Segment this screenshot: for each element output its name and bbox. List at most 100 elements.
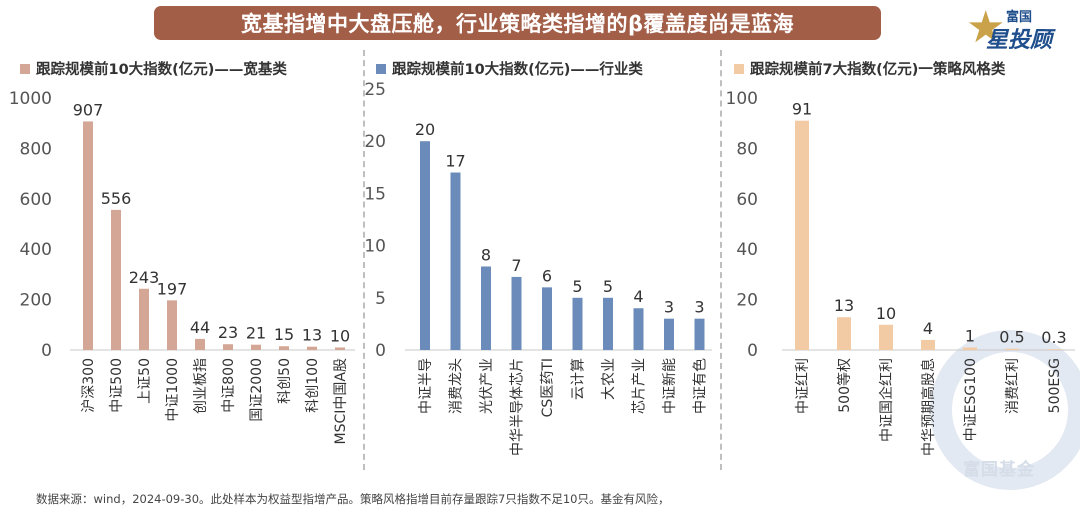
broad-category-label: 上证50: [137, 358, 153, 404]
panel-title-broad-text: 跟踪规模前10大指数(亿元)——宽基类: [36, 62, 287, 78]
strategy-y-tick: 80: [736, 139, 758, 159]
strategy-value-label: 4: [923, 319, 933, 338]
broad-bar: [195, 338, 205, 350]
strategy-value-label: 0.3: [1041, 328, 1066, 347]
industry-bar: [633, 308, 644, 350]
divider-left: [363, 50, 365, 470]
industry-value-label: 4: [633, 287, 643, 306]
industry-y-tick: 0: [375, 341, 386, 361]
strategy-bar: [1005, 348, 1019, 350]
banner-title: 宽基指增中大盘压舱，行业策略类指增的β覆盖度尚是蓝海: [154, 6, 881, 40]
broad-value-label: 243: [129, 268, 160, 287]
strategy-category-label: 消费红利: [1005, 358, 1021, 414]
industry-value-label: 6: [542, 266, 552, 285]
industry-y-tick: 5: [375, 289, 386, 309]
legend-swatch-strategy: [734, 63, 744, 74]
strategy-bar: [1047, 349, 1061, 350]
industry-bar: [694, 318, 705, 350]
broad-category-label: 科创50: [277, 358, 293, 404]
broad-value-label: 21: [246, 324, 266, 343]
broad-value-label: 44: [190, 318, 210, 337]
industry-category-label: 芯片产业: [632, 358, 648, 414]
broad-bar: [111, 209, 121, 350]
broad-category-label: 沪深300: [81, 358, 97, 413]
strategy-value-label: 1: [965, 326, 975, 345]
legend-swatch-industry: [376, 63, 386, 74]
broad-category-label: 中证1000: [165, 358, 181, 422]
strategy-category-label: 中证红利: [795, 358, 811, 414]
strategy-value-label: 0.5: [999, 328, 1024, 347]
strategy-category-label: 500等权: [836, 358, 853, 413]
industry-value-label: 5: [572, 277, 582, 296]
strategy-bar: [963, 347, 977, 350]
industry-bar: [450, 172, 461, 350]
strategy-y-tick: 0: [747, 341, 758, 361]
industry-category-label: 大农业: [601, 358, 617, 400]
industry-bar: [481, 266, 491, 350]
broad-bar: [335, 347, 345, 350]
broad-bar: [279, 346, 289, 350]
panel-title-industry-text: 跟踪规模前10大指数(亿元)——行业类: [392, 62, 643, 78]
industry-bar: [542, 287, 552, 350]
industry-value-label: 3: [694, 298, 704, 317]
industry-bar: [603, 297, 613, 350]
panel-title-strategy: 跟踪规模前7大指数(亿元)一策略风格类: [734, 58, 1005, 79]
broad-bar: [167, 300, 177, 350]
panel-title-strategy-text: 跟踪规模前7大指数(亿元)一策略风格类: [750, 62, 1006, 78]
strategy-y-tick: 60: [736, 190, 758, 210]
broad-category-label: 国证2000: [249, 358, 265, 422]
broad-bar: [307, 346, 317, 350]
industry-value-label: 8: [481, 245, 491, 264]
star-icon: ★: [966, 2, 1006, 53]
industry-category-label: 光伏产业: [479, 358, 495, 414]
industry-bar: [664, 318, 674, 350]
strategy-category-label: 500ESG: [1047, 358, 1063, 413]
divider-right: [720, 50, 722, 470]
strategy-value-label: 91: [792, 100, 812, 119]
industry-category-label: CS医药TI: [540, 358, 556, 417]
strategy-y-tick: 100: [726, 89, 758, 109]
broad-y-tick: 800: [20, 139, 52, 159]
strategy-bar: [879, 324, 893, 350]
broad-value-label: 10: [330, 326, 350, 345]
industry-category-label: 中证有色: [692, 358, 709, 414]
strategy-category-label: 中证国企红利: [878, 358, 895, 442]
industry-bar: [572, 297, 583, 350]
watermark-text: 富国基金: [963, 460, 1035, 480]
industry-category-label: 中证新能: [662, 358, 678, 414]
panel-title-broad: 跟踪规模前10大指数(亿元)——宽基类: [20, 58, 287, 79]
brand-logo: ★ 富国 星投顾: [966, 2, 1078, 54]
strategy-bar: [921, 339, 935, 350]
broad-value-label: 15: [274, 325, 294, 344]
industry-value-label: 17: [445, 152, 465, 171]
broad-y-tick: 200: [20, 291, 52, 311]
strategy-category-label: 中证ESG100: [963, 358, 979, 441]
legend-swatch-broad: [20, 63, 30, 74]
broad-category-label: 创业板指: [193, 358, 209, 414]
strategy-y-tick: 40: [736, 240, 758, 260]
industry-category-label: 中华半导体芯片: [510, 358, 526, 456]
strategy-category-label: 中华预期高股息: [920, 358, 937, 456]
broad-bar: [223, 344, 233, 350]
broad-y-tick: 0: [41, 341, 52, 361]
broad-value-label: 556: [101, 189, 132, 208]
broad-category-label: 中证800: [221, 358, 237, 413]
broad-y-tick: 600: [20, 190, 52, 210]
strategy-value-label: 13: [834, 296, 854, 315]
industry-y-tick: 15: [364, 184, 386, 204]
broad-value-label: 907: [73, 100, 104, 119]
strategy-bar: [795, 120, 809, 351]
broad-value-label: 23: [218, 323, 238, 342]
broad-category-label: 中证500: [109, 358, 125, 413]
industry-y-tick: 25: [364, 80, 386, 100]
industry-bar: [420, 141, 430, 350]
broad-bar: [251, 344, 261, 350]
broad-y-tick: 400: [20, 240, 52, 260]
strategy-y-tick: 20: [736, 291, 758, 311]
industry-category-label: 中证半导: [418, 358, 434, 414]
logo-line1: 富国: [1006, 10, 1033, 25]
broad-y-tick: 1000: [9, 89, 52, 109]
industry-bar: [511, 276, 522, 350]
logo-line2: 星投顾: [986, 28, 1053, 53]
